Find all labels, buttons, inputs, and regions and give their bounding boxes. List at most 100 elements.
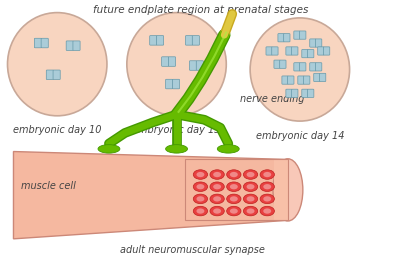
Circle shape [227,182,241,192]
Circle shape [260,194,274,204]
Circle shape [246,209,254,214]
FancyBboxPatch shape [41,38,48,48]
FancyBboxPatch shape [286,89,292,97]
Circle shape [213,209,221,214]
FancyBboxPatch shape [284,34,290,42]
Circle shape [246,184,254,189]
Circle shape [263,209,271,214]
Circle shape [263,172,271,177]
Circle shape [227,194,241,204]
Text: embryonic day 13: embryonic day 13 [132,125,221,135]
Text: adult neuromuscular synapse: adult neuromuscular synapse [120,245,265,255]
FancyBboxPatch shape [316,39,322,47]
Circle shape [230,196,238,202]
Circle shape [213,196,221,202]
Circle shape [210,194,224,204]
Ellipse shape [250,18,350,121]
FancyBboxPatch shape [300,63,306,71]
FancyBboxPatch shape [166,79,173,89]
Ellipse shape [166,145,188,153]
Ellipse shape [127,13,226,116]
Circle shape [196,184,204,189]
FancyBboxPatch shape [278,34,284,42]
FancyBboxPatch shape [314,73,320,82]
FancyBboxPatch shape [66,41,73,51]
Circle shape [243,170,258,179]
FancyBboxPatch shape [300,31,306,39]
FancyBboxPatch shape [190,61,197,70]
FancyBboxPatch shape [320,73,326,82]
FancyBboxPatch shape [46,70,54,80]
Circle shape [193,194,208,204]
Circle shape [193,182,208,192]
Circle shape [260,182,274,192]
FancyBboxPatch shape [266,47,272,55]
Ellipse shape [8,13,107,116]
FancyBboxPatch shape [324,47,330,55]
Circle shape [213,184,221,189]
FancyBboxPatch shape [310,63,316,71]
FancyBboxPatch shape [186,36,193,45]
Ellipse shape [217,145,239,153]
FancyBboxPatch shape [280,60,286,68]
Circle shape [263,184,271,189]
FancyBboxPatch shape [294,63,300,71]
Circle shape [210,206,224,216]
FancyBboxPatch shape [172,79,180,89]
Circle shape [193,206,208,216]
Circle shape [196,209,204,214]
FancyBboxPatch shape [298,76,304,84]
Circle shape [196,196,204,202]
Circle shape [193,170,208,179]
Circle shape [210,170,224,179]
FancyBboxPatch shape [192,36,200,45]
Circle shape [263,196,271,202]
Circle shape [230,209,238,214]
Circle shape [230,172,238,177]
Text: embryonic day 14: embryonic day 14 [256,131,344,141]
FancyBboxPatch shape [302,89,308,97]
Circle shape [243,194,258,204]
FancyBboxPatch shape [150,36,157,45]
FancyBboxPatch shape [292,89,298,97]
FancyBboxPatch shape [304,76,310,84]
Circle shape [213,172,221,177]
FancyBboxPatch shape [294,31,300,39]
FancyBboxPatch shape [288,76,294,84]
FancyBboxPatch shape [302,49,308,58]
FancyBboxPatch shape [282,76,288,84]
FancyBboxPatch shape [310,39,316,47]
Circle shape [196,172,204,177]
FancyBboxPatch shape [196,61,204,70]
Circle shape [230,184,238,189]
Circle shape [260,170,274,179]
Polygon shape [14,152,288,239]
Circle shape [210,182,224,192]
Circle shape [243,206,258,216]
FancyBboxPatch shape [274,60,280,68]
FancyBboxPatch shape [286,47,292,55]
Circle shape [246,172,254,177]
FancyBboxPatch shape [53,70,60,80]
Text: nerve ending: nerve ending [240,94,305,103]
FancyBboxPatch shape [272,47,278,55]
FancyBboxPatch shape [162,57,169,66]
Circle shape [227,206,241,216]
Ellipse shape [98,145,120,153]
FancyBboxPatch shape [292,47,298,55]
Text: future endplate region at prenatal stages: future endplate region at prenatal stage… [93,5,308,15]
Polygon shape [274,159,288,220]
Circle shape [243,182,258,192]
Circle shape [246,196,254,202]
FancyBboxPatch shape [316,63,322,71]
Text: embryonic day 10: embryonic day 10 [13,125,102,135]
FancyBboxPatch shape [73,41,80,51]
FancyBboxPatch shape [168,57,176,66]
Ellipse shape [273,159,303,221]
Circle shape [227,170,241,179]
Text: muscle cell: muscle cell [22,181,76,191]
FancyBboxPatch shape [156,36,164,45]
FancyBboxPatch shape [308,49,314,58]
Circle shape [260,206,274,216]
FancyBboxPatch shape [34,38,42,48]
